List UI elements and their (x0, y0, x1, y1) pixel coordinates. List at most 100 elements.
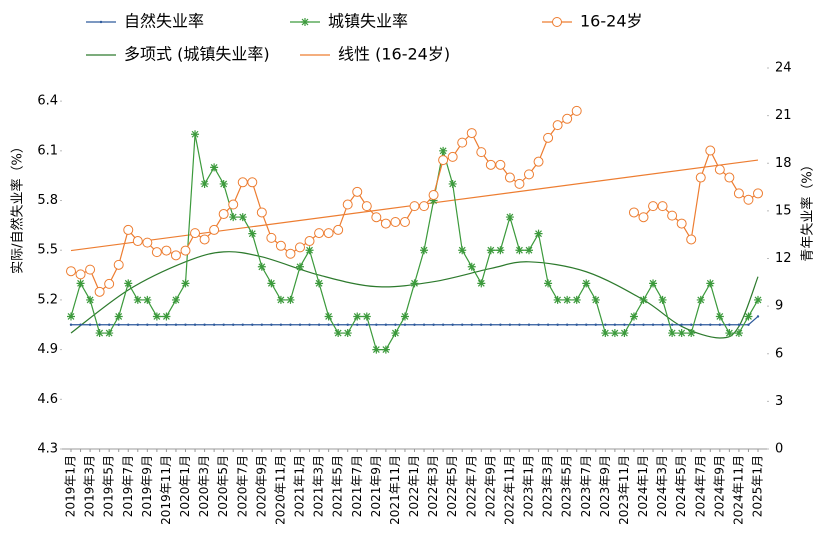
marker (317, 323, 321, 326)
marker (384, 323, 388, 326)
marker (76, 279, 85, 288)
y-tick-label: 5.2 (37, 292, 58, 307)
x-tick-label: 2019年11月 (159, 455, 173, 525)
x-tick-label: 2022年5月 (445, 455, 459, 517)
marker (372, 345, 381, 354)
x-tick-label: 2021年3月 (312, 455, 326, 517)
marker (127, 323, 130, 326)
marker (334, 329, 343, 338)
marker (680, 323, 683, 326)
marker (133, 295, 142, 304)
marker (527, 323, 531, 326)
marker (296, 262, 304, 271)
x-tick-label: 2019年1月 (64, 455, 78, 517)
marker (594, 323, 597, 326)
marker (733, 188, 744, 199)
x-tick-label: 2020年5月 (216, 455, 230, 517)
legend-label: 自然失业率 (124, 12, 204, 31)
marker (744, 312, 753, 321)
marker (728, 323, 731, 326)
marker (193, 323, 197, 326)
x-tick-label: 2021年1月 (293, 455, 307, 517)
marker (98, 323, 101, 326)
marker (585, 323, 588, 326)
marker (696, 295, 705, 304)
marker (260, 323, 264, 326)
marker (124, 279, 133, 288)
marker (451, 323, 454, 326)
marker (232, 323, 235, 326)
marker (420, 246, 429, 255)
y-tick-label: 6.1 (37, 143, 58, 158)
marker (499, 323, 502, 326)
x-tick-label: 2024年7月 (693, 455, 707, 517)
marker (734, 329, 743, 338)
x-tick-label: 2023年3月 (541, 455, 555, 517)
marker (79, 323, 82, 326)
x-tick-label: 2020年1月 (178, 455, 192, 517)
marker (266, 232, 277, 243)
marker (203, 323, 206, 326)
marker (544, 279, 553, 288)
marker (315, 279, 324, 288)
series-line (70, 134, 759, 351)
marker (504, 172, 515, 183)
trendline (70, 251, 759, 339)
marker (667, 210, 678, 221)
marker (747, 323, 750, 326)
marker (333, 224, 344, 235)
marker (737, 323, 741, 326)
marker (343, 329, 352, 338)
marker (105, 329, 114, 338)
marker (228, 199, 239, 210)
marker (668, 329, 677, 338)
marker (151, 247, 162, 258)
marker (170, 250, 181, 261)
marker (629, 312, 638, 321)
marker (724, 172, 735, 183)
y-tick-label: 6.4 (37, 94, 58, 109)
marker (352, 186, 363, 197)
marker (238, 213, 247, 222)
marker (591, 295, 600, 304)
x-tick-label: 2021年7月 (350, 455, 364, 517)
marker (486, 246, 495, 255)
marker (534, 229, 543, 238)
marker (505, 213, 514, 222)
marker (270, 323, 273, 326)
legend-label: 多项式 (城镇失业率) (124, 45, 270, 64)
legend-label: 城镇失业率 (328, 12, 408, 31)
marker (86, 295, 95, 304)
x-tick-label: 2023年7月 (579, 455, 593, 517)
marker (142, 237, 153, 248)
marker (285, 248, 296, 259)
marker (222, 323, 225, 326)
marker (571, 105, 582, 116)
marker (489, 323, 493, 326)
marker (432, 323, 435, 326)
marker (371, 212, 382, 223)
marker (219, 179, 228, 188)
x-tick-label: 2019年7月 (121, 455, 135, 517)
legend-marker (99, 20, 103, 24)
y-axis-title: 实际/自然失业率（%） (10, 140, 26, 274)
marker (715, 312, 724, 321)
y-tick-label: 4.6 (37, 392, 58, 407)
marker (461, 323, 464, 326)
marker (123, 224, 134, 235)
marker (390, 216, 401, 227)
x-tick-label: 2025年1月 (751, 455, 765, 517)
marker (480, 323, 483, 326)
x-tick-label: 2023年9月 (598, 455, 612, 517)
marker (543, 132, 554, 143)
marker (725, 329, 734, 338)
x-tick-label: 2022年3月 (426, 455, 440, 517)
marker (75, 269, 86, 280)
marker (353, 312, 362, 321)
x-tick-label: 2019年5月 (102, 455, 116, 517)
marker (403, 323, 407, 326)
marker (85, 264, 96, 275)
marker (171, 295, 180, 304)
marker (649, 279, 658, 288)
marker (706, 279, 715, 288)
